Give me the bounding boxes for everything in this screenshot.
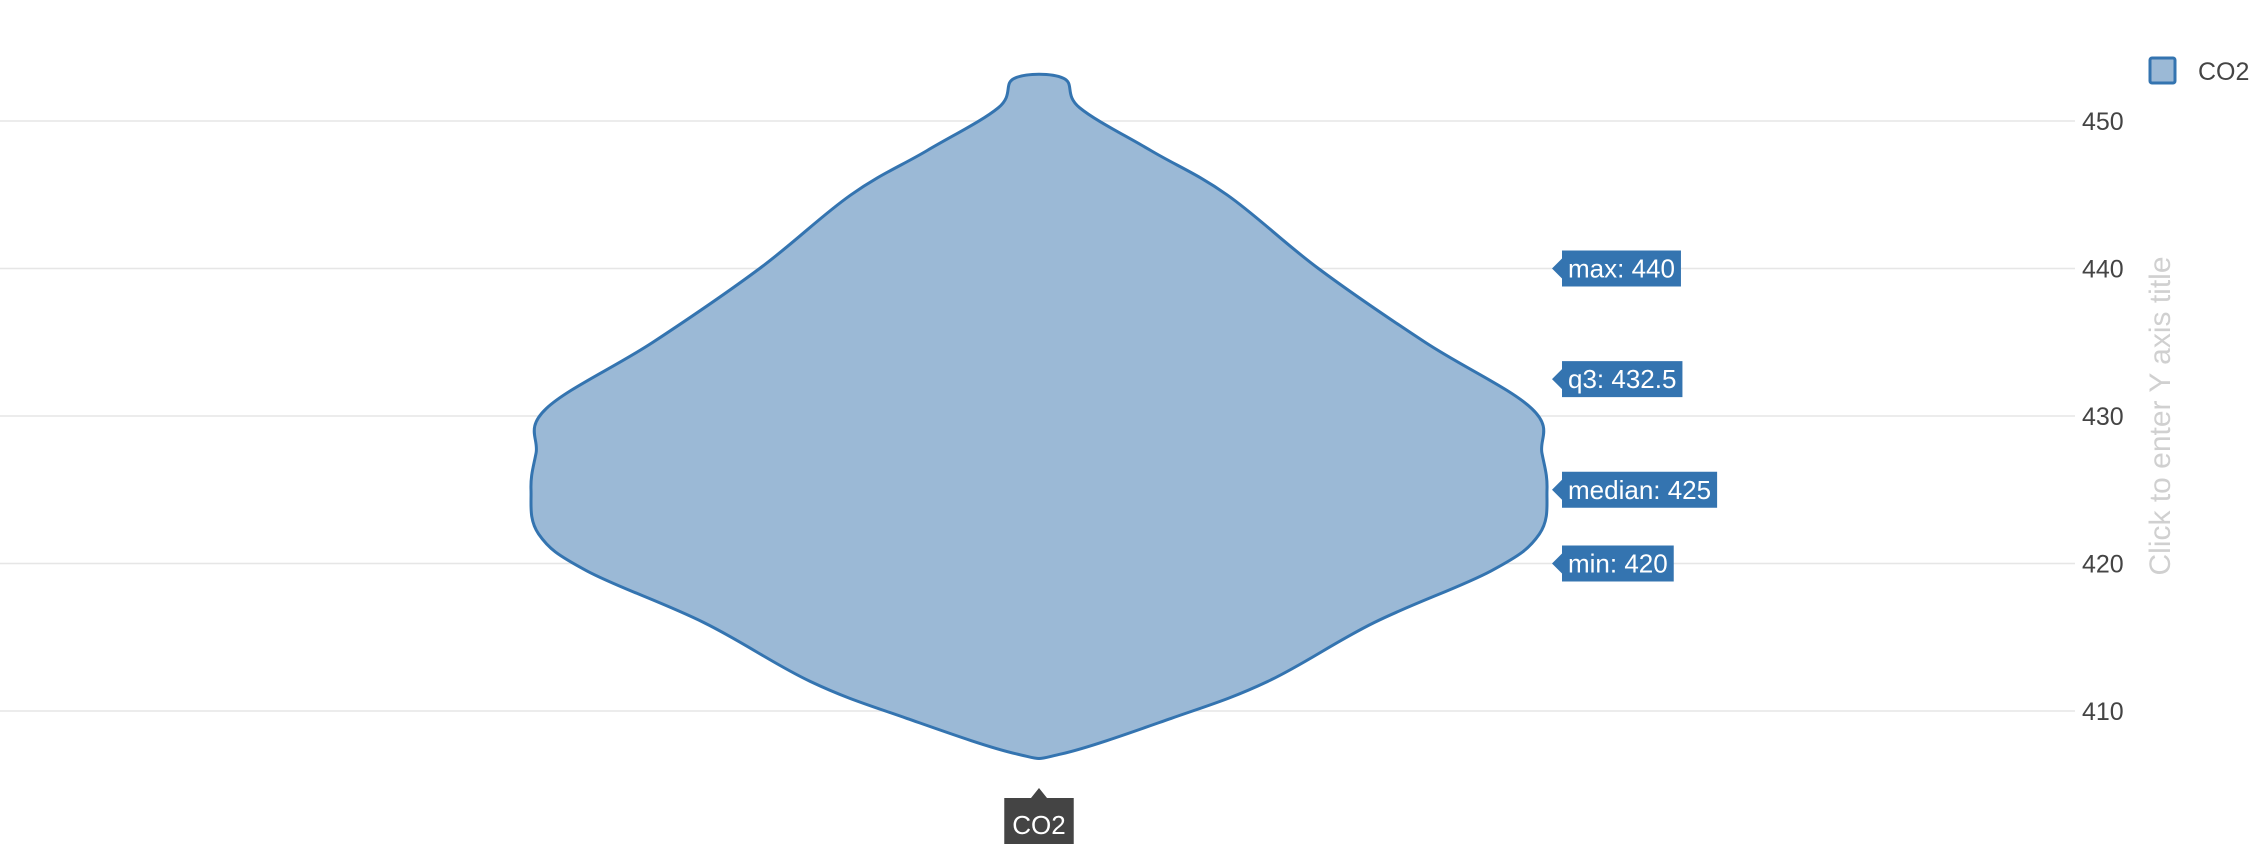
- x-hover-label-bg: [1004, 788, 1074, 844]
- hover-label-text: median: 425: [1568, 475, 1711, 505]
- hover-label-3: min: 420: [1552, 545, 1674, 582]
- violin-co2[interactable]: [529, 72, 1549, 760]
- violin-layer[interactable]: [529, 72, 1549, 760]
- hover-label-bg: [1552, 361, 1683, 398]
- hover-label-1: q3: 432.5: [1552, 361, 1683, 398]
- hover-label-text: max: 440: [1568, 254, 1675, 284]
- hover-label-bg: [1552, 250, 1681, 287]
- hover-label-0: max: 440: [1552, 250, 1681, 287]
- y-axis-title-placeholder[interactable]: Click to enter Y axis title: [2144, 256, 2177, 575]
- y-axis: 410 420 430 440 450: [2082, 108, 2124, 726]
- y-tick-410: 410: [2082, 698, 2124, 726]
- y-tick-420: 420: [2082, 551, 2124, 579]
- hover-label-bg: [1552, 545, 1674, 582]
- hover-label-2: median: 425: [1552, 471, 1718, 508]
- legend-label-co2[interactable]: CO2: [2198, 58, 2249, 86]
- hover-label-text: min: 420: [1568, 549, 1668, 579]
- y-tick-440: 440: [2082, 256, 2124, 284]
- y-tick-430: 430: [2082, 403, 2124, 431]
- hover-label-bg: [1552, 471, 1718, 508]
- legend[interactable]: CO2: [2148, 56, 2249, 86]
- y-tick-450: 450: [2082, 108, 2124, 136]
- hover-label-text: q3: 432.5: [1568, 364, 1676, 394]
- x-hover-label: CO2: [1004, 788, 1074, 844]
- legend-swatch-co2[interactable]: [2148, 56, 2177, 85]
- hover-labels: max: 440 q3: 432.5 median: 425 min: 420 CO2: [1004, 250, 1718, 844]
- x-hover-label-text: CO2: [1012, 810, 1065, 840]
